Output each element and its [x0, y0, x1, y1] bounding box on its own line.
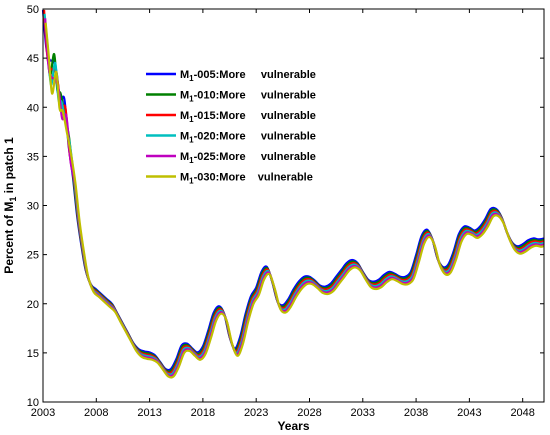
x-tick: 2038 — [404, 9, 428, 419]
legend-label: M1-025:More vulnerable — [180, 151, 316, 165]
x-tick-label: 2033 — [351, 407, 375, 419]
x-tick-label: 2003 — [31, 407, 55, 419]
y-tick-label: 20 — [27, 299, 39, 311]
x-tick: 2008 — [84, 9, 109, 419]
legend-label-tail: -015:More vulnerable — [194, 110, 316, 122]
legend-entry: M1-030:More vulnerable — [146, 172, 313, 186]
legend-label-subscript: 1 — [189, 74, 194, 83]
x-tick-label: 2018 — [191, 407, 215, 419]
x-tick: 2013 — [137, 9, 162, 419]
x-tick: 2028 — [297, 9, 322, 419]
legend-label-tail: -025:More vulnerable — [194, 151, 316, 163]
x-tick-label: 2008 — [84, 407, 108, 419]
legend-label-main: M — [180, 90, 189, 102]
legend-label-tail: -005:More vulnerable — [194, 69, 316, 81]
legend-label-subscript: 1 — [189, 177, 194, 186]
y-tick: 25 — [27, 250, 544, 262]
legend-label-tail: -010:More vulnerable — [194, 90, 316, 102]
legend-label-main: M — [180, 151, 189, 163]
legend-label-main: M — [180, 110, 189, 122]
y-axis-label: Percent of M1 in patch 1 — [2, 137, 18, 274]
x-tick: 2043 — [457, 9, 482, 419]
x-axis-label: Years — [277, 419, 309, 433]
x-tick-label: 2028 — [297, 407, 321, 419]
series-layer — [41, 9, 545, 379]
y-tick: 10 — [27, 397, 544, 409]
y-axis-ticks: 10 15 20 25 30 35 40 45 50 — [27, 4, 544, 409]
y-axis-label-subscript: 1 — [8, 197, 18, 202]
legend-entry: M1-015:More vulnerable — [146, 110, 316, 124]
legend-label: M1-030:More vulnerable — [180, 172, 313, 186]
legend-label-subscript: 1 — [189, 156, 194, 165]
legend-label: M1-015:More vulnerable — [180, 110, 316, 124]
x-tick: 2033 — [351, 9, 375, 419]
y-tick: 35 — [27, 151, 544, 163]
legend-label-tail: -030:More vulnerable — [194, 172, 313, 184]
x-tick-label: 2038 — [404, 407, 428, 419]
y-tick-label: 35 — [27, 151, 39, 163]
x-tick-label: 2048 — [510, 407, 534, 419]
y-tick: 15 — [27, 348, 544, 360]
y-tick-label: 30 — [27, 201, 39, 213]
x-tick: 2003 — [31, 9, 55, 419]
y-tick: 40 — [27, 102, 544, 114]
legend-label: M1-010:More vulnerable — [180, 90, 316, 104]
x-tick: 2023 — [244, 9, 268, 419]
x-tick-label: 2013 — [137, 407, 161, 419]
legend-entry: M1-005:More vulnerable — [146, 69, 316, 83]
y-tick-label: 10 — [27, 397, 39, 409]
x-axis-ticks: 2003 2008 2013 2018 2023 2028 2033 2038 2043 2048 — [31, 9, 535, 419]
legend-label-subscript: 1 — [189, 115, 194, 124]
y-tick: 30 — [27, 201, 544, 213]
y-axis-label-tail: in patch 1 — [2, 137, 16, 197]
y-tick-label: 45 — [27, 53, 39, 65]
y-tick: 50 — [27, 4, 544, 16]
legend-label-tail: -020:More vulnerable — [194, 131, 316, 143]
legend-entry: M1-010:More vulnerable — [146, 90, 316, 104]
y-tick-label: 15 — [27, 348, 39, 360]
y-tick: 45 — [27, 53, 544, 65]
x-tick-label: 2043 — [457, 407, 481, 419]
legend-entry: M1-025:More vulnerable — [146, 151, 316, 165]
x-tick-label: 2023 — [244, 407, 268, 419]
legend-label-main: M — [180, 69, 189, 81]
legend-label: M1-005:More vulnerable — [180, 69, 316, 83]
y-tick-label: 50 — [27, 4, 39, 16]
legend-label-main: M — [180, 131, 189, 143]
legend-entry: M1-020:More vulnerable — [146, 131, 316, 145]
x-tick: 2018 — [191, 9, 215, 419]
y-tick-label: 25 — [27, 250, 39, 262]
legend-label-subscript: 1 — [189, 95, 194, 104]
legend-label-subscript: 1 — [189, 136, 194, 145]
legend-label-main: M — [180, 172, 189, 184]
y-tick-label: 40 — [27, 102, 39, 114]
x-tick: 2048 — [510, 9, 535, 419]
plot-frame — [42, 8, 545, 403]
series-line-6 — [44, 22, 545, 379]
legend-label: M1-020:More vulnerable — [180, 131, 316, 145]
y-tick: 20 — [27, 299, 544, 311]
y-axis-label-main: Percent of M — [2, 202, 16, 274]
